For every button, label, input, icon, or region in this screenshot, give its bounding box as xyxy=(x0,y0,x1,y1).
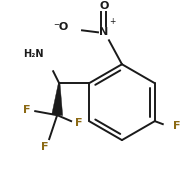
Text: N: N xyxy=(99,27,109,37)
Text: F: F xyxy=(24,105,31,115)
Text: H₂N: H₂N xyxy=(23,49,43,59)
Text: F: F xyxy=(41,142,49,152)
Text: O: O xyxy=(99,1,109,11)
Text: ⁻O: ⁻O xyxy=(53,22,68,32)
Text: F: F xyxy=(173,121,180,131)
Polygon shape xyxy=(52,83,63,116)
Text: F: F xyxy=(75,118,83,128)
Text: +: + xyxy=(109,17,115,26)
